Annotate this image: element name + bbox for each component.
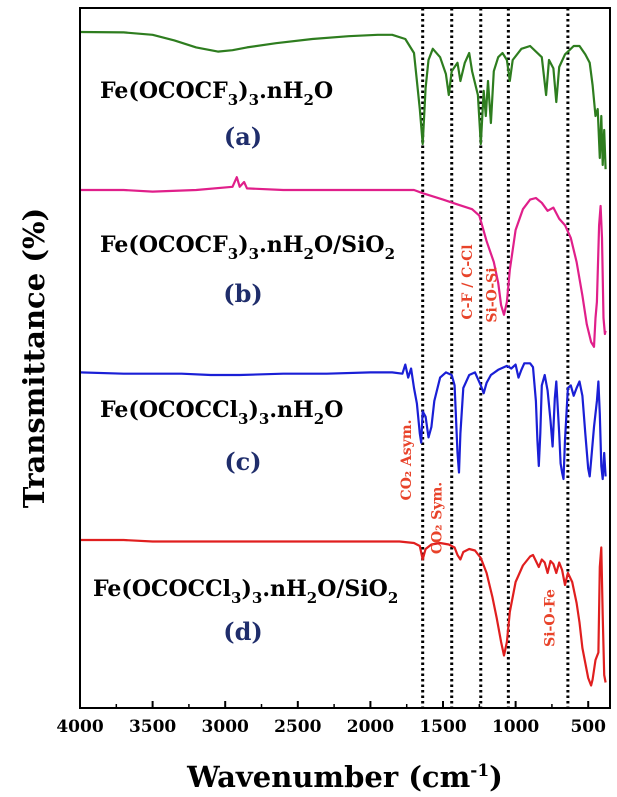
series-line-c <box>79 362 607 481</box>
band-label-2: CO₂ Sym. <box>429 482 445 554</box>
panel-letter-d: (d) <box>223 617 263 646</box>
panel-letter-a: (a) <box>224 122 262 151</box>
x-tick-label: 1000 <box>492 717 539 737</box>
band-label-4: Si-O-Si <box>485 267 501 322</box>
x-axis: 4000 3500 3000 2500 2000 1500 1000 500 <box>56 701 606 737</box>
x-tick-label: 2500 <box>274 717 321 737</box>
x-tick-label: 500 <box>570 717 606 737</box>
band-label-5: Si-O-Fe <box>543 589 559 647</box>
sample-label-b: Fe(OCOCF3)3.nH2O/SiO2 <box>100 232 395 263</box>
x-tick-label: 3000 <box>202 717 249 737</box>
series-line-d <box>80 538 607 687</box>
x-tick-label: 3500 <box>129 717 176 737</box>
band-label-1: CO₂ Asym. <box>399 420 415 501</box>
sample-label-a: Fe(OCOCF3)3.nH2O <box>100 78 333 109</box>
sample-labels: Fe(OCOCF3)3.nH2O (a) Fe(OCOCF3)3.nH2O/SiO2… <box>93 78 398 646</box>
series-line-b <box>80 176 607 348</box>
panel-letter-c: (c) <box>224 447 261 476</box>
plot-frame <box>79 7 611 709</box>
x-tick-label: 1500 <box>419 717 466 737</box>
x-axis-title-superscript: -1 <box>470 761 489 781</box>
x-axis-title: Wavenumber (cm-1) <box>186 760 503 794</box>
x-tick-label: 2000 <box>347 717 394 737</box>
panel-letter-b: (b) <box>223 279 263 308</box>
x-tick-label: 4000 <box>56 717 103 737</box>
spectrum-curves <box>79 30 607 687</box>
y-axis-title: Transmittance (%) <box>17 208 51 509</box>
sample-label-c: Fe(OCOCCl3)3.nH2O <box>100 397 343 428</box>
series-line-a <box>79 30 607 170</box>
band-labels: CO₂ Asym. CO₂ Sym. C-F / C-Cl Si-O-Si Si-O-F… <box>399 244 559 647</box>
sample-label-d: Fe(OCOCCl3)3.nH2O/SiO2 <box>93 576 398 607</box>
band-label-3: C-F / C-Cl <box>460 244 476 319</box>
